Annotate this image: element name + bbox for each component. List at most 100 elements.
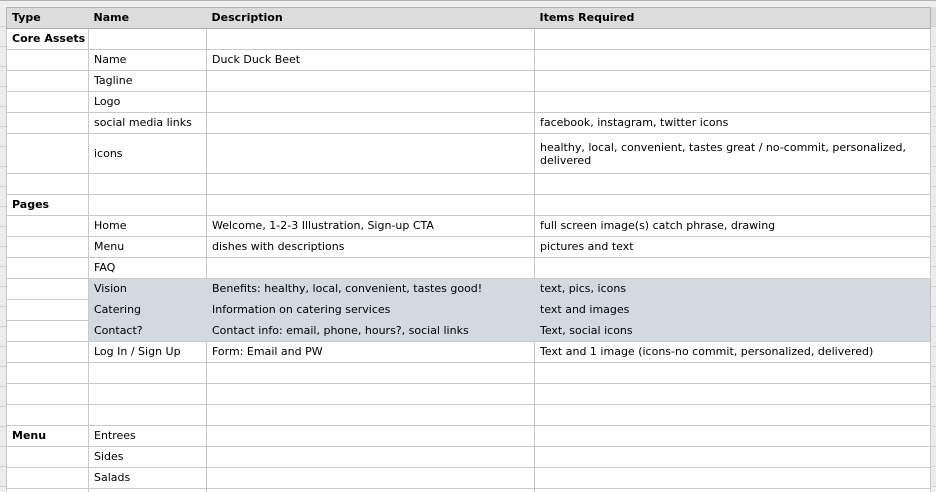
- cell-name[interactable]: Entrees: [88, 425, 207, 447]
- cell-name[interactable]: Name: [88, 49, 207, 71]
- cell-type[interactable]: Core Assets: [6, 28, 89, 50]
- cell-name[interactable]: [88, 194, 207, 216]
- cell-description[interactable]: [206, 257, 535, 279]
- cell-items[interactable]: [534, 49, 931, 71]
- cell-type[interactable]: [6, 236, 89, 258]
- cell-items[interactable]: Text and 1 image (icons-no commit, perso…: [534, 341, 931, 363]
- cell-type[interactable]: [6, 70, 89, 92]
- cell-description[interactable]: [206, 446, 535, 468]
- cell-description[interactable]: Form: Email and PW: [206, 341, 535, 363]
- cell-items[interactable]: [534, 467, 931, 489]
- cell-type[interactable]: [6, 49, 89, 71]
- cell-type[interactable]: [6, 488, 89, 492]
- cell-name[interactable]: Contact?: [88, 320, 207, 342]
- column-header-description[interactable]: Description: [206, 7, 535, 29]
- cell-name[interactable]: [88, 28, 207, 50]
- cell-description[interactable]: [206, 91, 535, 113]
- column-header-items-required[interactable]: Items Required: [534, 7, 931, 29]
- cell-items[interactable]: [534, 446, 931, 468]
- cell-description[interactable]: Benefits: healthy, local, convenient, ta…: [206, 278, 535, 300]
- cell-type[interactable]: [6, 299, 89, 321]
- cell-name[interactable]: [88, 362, 207, 384]
- cell-description[interactable]: [206, 28, 535, 50]
- cell-type[interactable]: [6, 341, 89, 363]
- cell-description[interactable]: Welcome, 1-2-3 Illustration, Sign-up CTA: [206, 215, 535, 237]
- cell-description[interactable]: Duck Duck Beet: [206, 49, 535, 71]
- cell-name[interactable]: icons: [88, 133, 207, 174]
- cell-items[interactable]: text and images: [534, 299, 931, 321]
- cell-type[interactable]: [6, 320, 89, 342]
- cell-items[interactable]: pictures and text: [534, 236, 931, 258]
- cell-items[interactable]: [534, 362, 931, 384]
- cell-name[interactable]: Menu: [88, 236, 207, 258]
- cell-description[interactable]: [206, 70, 535, 92]
- cell-name[interactable]: [88, 404, 207, 426]
- cell-type[interactable]: [6, 278, 89, 300]
- cell-type[interactable]: [6, 91, 89, 113]
- cell-description[interactable]: [206, 173, 535, 195]
- cell-items[interactable]: [534, 425, 931, 447]
- cell-type[interactable]: Pages: [6, 194, 89, 216]
- cell-description[interactable]: [206, 467, 535, 489]
- table-row: Salads: [6, 467, 931, 489]
- cell-items[interactable]: healthy, local, convenient, tastes great…: [534, 133, 931, 174]
- cell-name[interactable]: [88, 173, 207, 195]
- cell-description[interactable]: [206, 488, 535, 492]
- cell-type[interactable]: [6, 467, 89, 489]
- cell-description[interactable]: [206, 425, 535, 447]
- cell-name[interactable]: FAQ: [88, 257, 207, 279]
- cell-type[interactable]: [6, 257, 89, 279]
- background-grid-left: [0, 7, 6, 487]
- cell-name[interactable]: Salads: [88, 467, 207, 489]
- cell-name[interactable]: Vision: [88, 278, 207, 300]
- cell-items[interactable]: [534, 194, 931, 216]
- cell-items[interactable]: [534, 257, 931, 279]
- column-header-name[interactable]: Name: [88, 7, 207, 29]
- cell-type[interactable]: [6, 446, 89, 468]
- cell-type[interactable]: [6, 112, 89, 134]
- cell-description[interactable]: [206, 194, 535, 216]
- cell-type[interactable]: Menu: [6, 425, 89, 447]
- cell-name[interactable]: Home: [88, 215, 207, 237]
- cell-name[interactable]: social media links: [88, 112, 207, 134]
- cell-type[interactable]: [6, 362, 89, 384]
- cell-items[interactable]: [534, 488, 931, 492]
- cell-items[interactable]: full screen image(s) catch phrase, drawi…: [534, 215, 931, 237]
- cell-type[interactable]: [6, 173, 89, 195]
- cell-items[interactable]: text, pics, icons: [534, 278, 931, 300]
- cell-name[interactable]: ?: [88, 488, 207, 492]
- cell-type[interactable]: [6, 404, 89, 426]
- top-divider: [0, 0, 936, 1]
- cell-description[interactable]: [206, 133, 535, 174]
- table-row: ?: [6, 488, 931, 492]
- cell-description[interactable]: dishes with descriptions: [206, 236, 535, 258]
- cell-items[interactable]: [534, 173, 931, 195]
- cell-name[interactable]: Log In / Sign Up: [88, 341, 207, 363]
- cell-type[interactable]: [6, 383, 89, 405]
- cell-description[interactable]: [206, 383, 535, 405]
- cell-items[interactable]: [534, 383, 931, 405]
- cell-items[interactable]: Text, social icons: [534, 320, 931, 342]
- table-row: social media links facebook, instagram, …: [6, 112, 931, 134]
- cell-type[interactable]: [6, 133, 89, 174]
- cell-name[interactable]: Tagline: [88, 70, 207, 92]
- cell-items[interactable]: [534, 91, 931, 113]
- cell-items[interactable]: [534, 404, 931, 426]
- table-row: [6, 362, 931, 384]
- cell-items[interactable]: facebook, instagram, twitter icons: [534, 112, 931, 134]
- cell-description[interactable]: [206, 112, 535, 134]
- cell-name[interactable]: [88, 383, 207, 405]
- cell-items[interactable]: [534, 28, 931, 50]
- cell-name[interactable]: Logo: [88, 91, 207, 113]
- cell-description[interactable]: [206, 362, 535, 384]
- cell-type[interactable]: [6, 215, 89, 237]
- table-row: Sides: [6, 446, 931, 468]
- cell-description[interactable]: Contact info: email, phone, hours?, soci…: [206, 320, 535, 342]
- cell-name[interactable]: Catering: [88, 299, 207, 321]
- cell-description[interactable]: [206, 404, 535, 426]
- cell-items[interactable]: [534, 70, 931, 92]
- column-header-type[interactable]: Type: [6, 7, 89, 29]
- cell-name[interactable]: Sides: [88, 446, 207, 468]
- cell-description[interactable]: Information on catering services: [206, 299, 535, 321]
